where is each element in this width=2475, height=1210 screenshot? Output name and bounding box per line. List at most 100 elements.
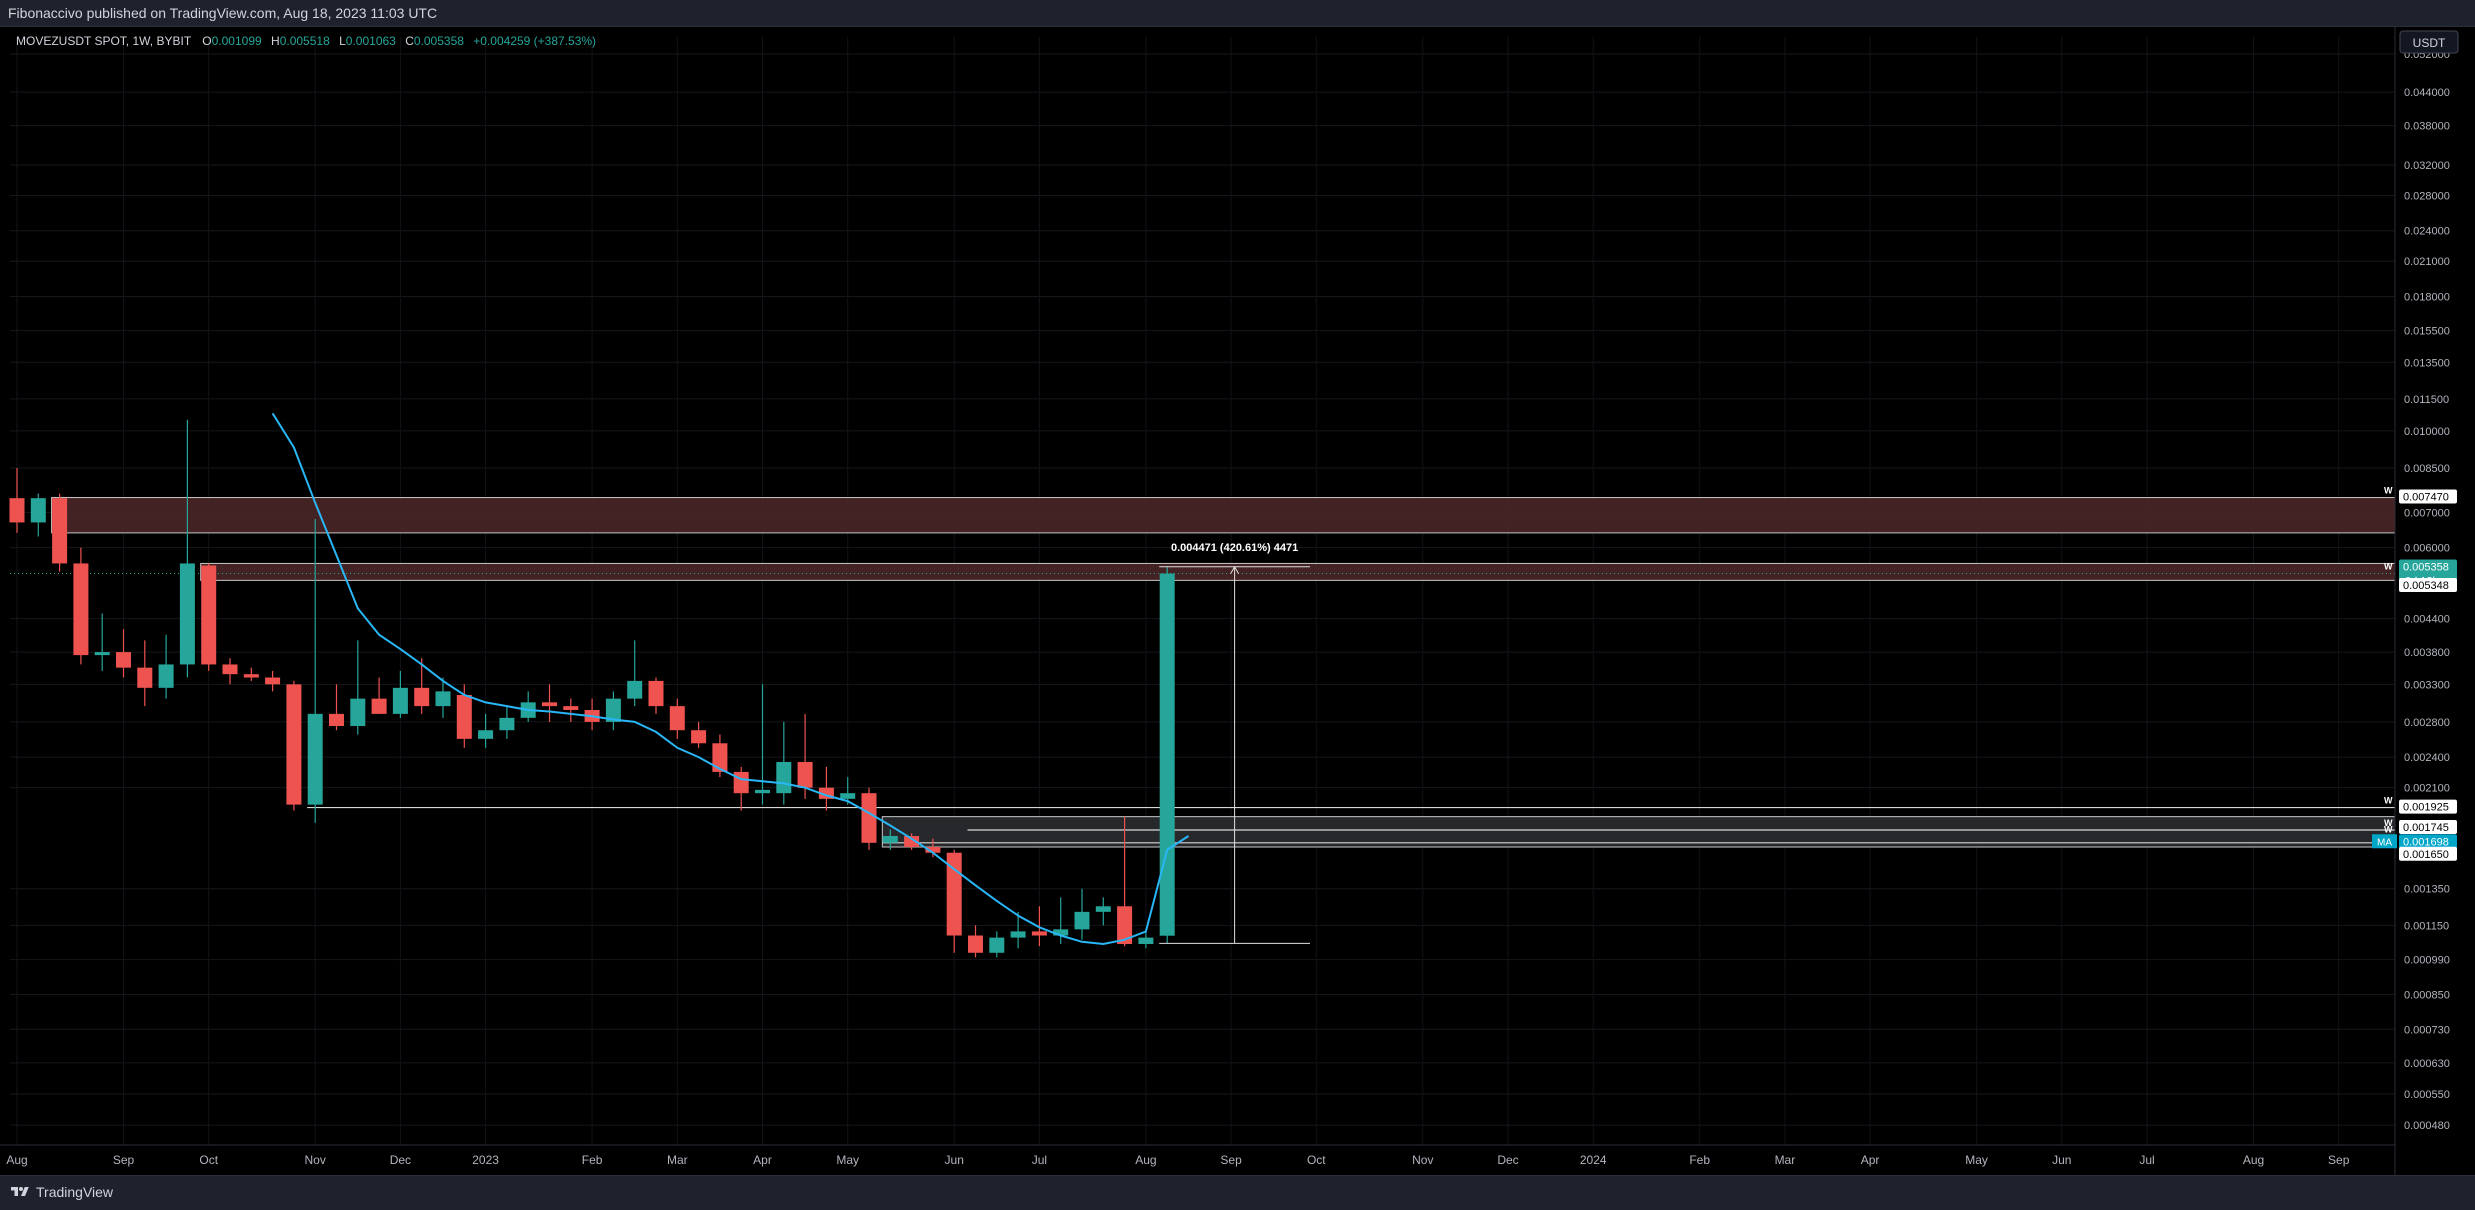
- price-tick-label: 0.011500: [2404, 394, 2449, 406]
- price-tick-label: 0.002100: [2404, 783, 2450, 795]
- price-tick-label: 0.015500: [2404, 326, 2450, 338]
- candle-body: [1074, 911, 1090, 930]
- candle: [329, 684, 344, 731]
- candle-body: [691, 730, 707, 744]
- legend-symbol: MOVEZUSDT SPOT, 1W, BYBIT: [16, 34, 192, 48]
- time-tick-label: 2023: [472, 1153, 499, 1167]
- candle-body: [605, 698, 621, 722]
- candle-body: [904, 835, 920, 848]
- price-tick-label: 0.002800: [2404, 717, 2450, 729]
- candle: [307, 519, 323, 823]
- candle-body: [1159, 573, 1175, 936]
- time-tick-label: Dec: [390, 1153, 411, 1167]
- price-tick-label: 0.001150: [2404, 920, 2449, 932]
- price-tag: 0.001925: [2399, 799, 2457, 814]
- price-axis[interactable]: 0.0520000.0440000.0380000.0320000.028000…: [2394, 27, 2475, 1175]
- price-tick-label: 0.010000: [2404, 426, 2450, 438]
- legend-low: 0.001063: [346, 34, 396, 48]
- candle: [1159, 566, 1175, 944]
- price-tick-label: 0.021000: [2404, 256, 2450, 268]
- time-tick-label: May: [836, 1153, 859, 1167]
- time-tick-label: Feb: [1689, 1153, 1710, 1167]
- candle-body: [137, 667, 153, 688]
- price-tick-label: 0.044000: [2404, 87, 2450, 99]
- supply-zone: [200, 562, 2396, 581]
- candle-body: [456, 694, 472, 739]
- time-tick-label: Jul: [2139, 1153, 2154, 1167]
- price-tick-label: 0.018000: [2404, 291, 2450, 303]
- candle-body: [840, 793, 856, 799]
- candle: [350, 640, 366, 735]
- candle-body: [946, 852, 962, 936]
- candle-body: [861, 793, 877, 843]
- candle-body: [669, 706, 685, 731]
- price-tick-label: 0.001350: [2404, 884, 2450, 896]
- candle: [1074, 888, 1090, 940]
- price-tag: 0.001745: [2399, 820, 2457, 835]
- price-tick-label: 0.000550: [2404, 1089, 2450, 1101]
- time-tick-label: May: [1965, 1153, 1988, 1167]
- candle: [882, 829, 898, 850]
- candle: [94, 613, 110, 671]
- grid: [0, 27, 2395, 1145]
- candle: [286, 680, 302, 811]
- time-tick-label: Jun: [945, 1153, 964, 1167]
- price-tag-label: 0.001745: [2403, 822, 2449, 834]
- candle-body: [989, 937, 1005, 953]
- candle-body: [265, 677, 281, 685]
- candle-body: [179, 563, 195, 665]
- candle: [435, 677, 451, 718]
- plot-background: [0, 27, 2395, 1145]
- candle-body: [818, 787, 834, 799]
- candle-body: [9, 498, 25, 523]
- price-tag: 0.001650: [2399, 846, 2457, 861]
- candle-body: [1095, 906, 1111, 912]
- candle-body: [797, 761, 813, 788]
- candle: [1010, 911, 1026, 949]
- candle-body: [392, 687, 408, 714]
- candle-body: [1053, 929, 1069, 936]
- time-tick-label: Apr: [1861, 1153, 1880, 1167]
- candle: [669, 698, 685, 739]
- candle: [201, 563, 217, 671]
- svg-text:MOVEZUSDT SPOT, 1W, BYBIT: MOVEZUSDT SPOT, 1W, BYBIT O0.001099 H0.0…: [16, 34, 596, 48]
- price-tag-label: 0.005358: [2403, 562, 2449, 574]
- time-tick-label: Sep: [1220, 1153, 1242, 1167]
- price-tick-label: 0.038000: [2404, 121, 2450, 133]
- zones: [51, 497, 2396, 848]
- candle: [946, 849, 962, 953]
- price-tag: 0.001698 MA: [2372, 834, 2457, 849]
- price-tick-label: 0.003800: [2404, 647, 2450, 659]
- price-tick-label: 0.000850: [2404, 989, 2450, 1001]
- candle: [179, 419, 195, 678]
- time-axis[interactable]: Aug Sep Oct Nov Dec 2023 Feb Mar Apr May Jun Jul Aug…: [0, 1144, 2395, 1167]
- candle: [52, 493, 68, 572]
- candle: [73, 547, 89, 665]
- tradingview-logo-icon: [11, 1187, 29, 1196]
- brand[interactable]: TradingView: [10, 1184, 113, 1200]
- candle: [648, 677, 664, 714]
- time-tick-label: Nov: [1412, 1153, 1433, 1167]
- candle: [158, 634, 174, 699]
- legend: MOVEZUSDT SPOT, 1W, BYBIT O0.001099 H0.0…: [16, 34, 596, 48]
- candle-body: [712, 743, 728, 772]
- candle-body: [1031, 931, 1047, 936]
- supply-zone: [51, 497, 2396, 534]
- price-tag-label: 0.001698: [2403, 836, 2449, 848]
- candle-body: [222, 664, 238, 675]
- candle: [968, 925, 983, 958]
- publish-info: Fibonaccivo published on TradingView.com…: [8, 5, 438, 21]
- candle-body: [925, 847, 941, 853]
- candle-body: [542, 702, 557, 707]
- currency-button[interactable]: USDT: [2399, 30, 2459, 54]
- candle-body: [1117, 906, 1133, 944]
- candle-body: [30, 498, 46, 523]
- w-marker: W: [2384, 824, 2393, 834]
- candle-body: [52, 498, 68, 564]
- brand-name: TradingView: [36, 1184, 114, 1200]
- candle-body: [755, 789, 770, 794]
- price-chart[interactable]: 0.004471 (420.61%) 4471 0.0520000.044000…: [0, 27, 2475, 1175]
- candle: [755, 684, 770, 805]
- price-axis-background: [2395, 27, 2475, 1175]
